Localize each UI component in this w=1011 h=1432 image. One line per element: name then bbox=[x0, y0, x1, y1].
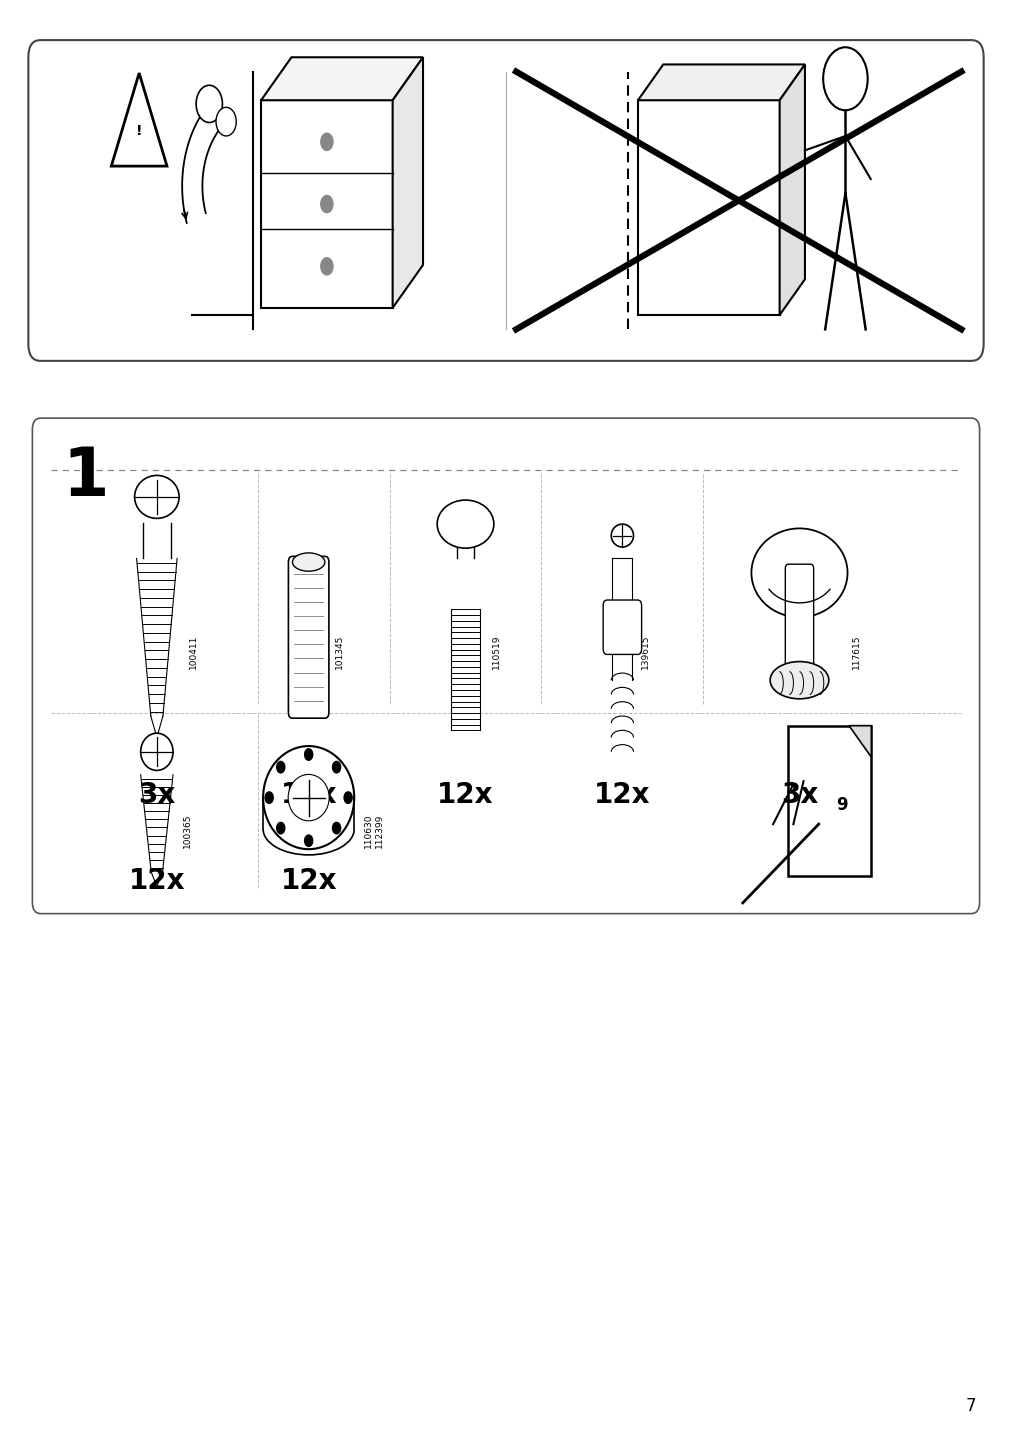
Circle shape bbox=[320, 258, 333, 275]
Bar bbox=[788, 726, 870, 876]
Circle shape bbox=[333, 822, 341, 833]
FancyBboxPatch shape bbox=[785, 564, 813, 673]
Circle shape bbox=[822, 47, 866, 110]
Circle shape bbox=[265, 792, 273, 803]
Polygon shape bbox=[261, 100, 392, 308]
Ellipse shape bbox=[437, 500, 493, 548]
Text: 3x: 3x bbox=[780, 780, 817, 809]
Circle shape bbox=[276, 762, 284, 773]
Text: 110630
112399: 110630 112399 bbox=[364, 813, 383, 848]
Ellipse shape bbox=[288, 775, 329, 821]
Ellipse shape bbox=[141, 733, 173, 770]
Polygon shape bbox=[261, 57, 423, 100]
Circle shape bbox=[276, 822, 284, 833]
Text: 100365: 100365 bbox=[183, 813, 192, 848]
Ellipse shape bbox=[292, 553, 325, 571]
Text: 139615: 139615 bbox=[640, 634, 649, 669]
Polygon shape bbox=[111, 73, 167, 166]
Text: 12x: 12x bbox=[280, 780, 337, 809]
Text: 1: 1 bbox=[63, 444, 109, 510]
Text: 3x: 3x bbox=[139, 780, 175, 809]
Ellipse shape bbox=[263, 746, 354, 849]
Ellipse shape bbox=[769, 662, 828, 699]
Text: 110519: 110519 bbox=[491, 634, 500, 669]
Circle shape bbox=[320, 133, 333, 150]
Circle shape bbox=[304, 749, 312, 760]
Polygon shape bbox=[848, 726, 870, 758]
FancyBboxPatch shape bbox=[32, 418, 979, 914]
Ellipse shape bbox=[611, 524, 633, 547]
Text: 100411: 100411 bbox=[189, 634, 198, 669]
Polygon shape bbox=[778, 64, 804, 315]
Text: !: ! bbox=[135, 123, 143, 137]
Text: 101345: 101345 bbox=[335, 634, 344, 669]
FancyBboxPatch shape bbox=[28, 40, 983, 361]
Text: 7: 7 bbox=[966, 1396, 976, 1415]
Ellipse shape bbox=[134, 475, 179, 518]
Ellipse shape bbox=[750, 528, 847, 617]
FancyBboxPatch shape bbox=[603, 600, 641, 654]
Circle shape bbox=[320, 196, 333, 213]
Circle shape bbox=[196, 86, 222, 123]
Text: 12x: 12x bbox=[593, 780, 650, 809]
Text: 12x: 12x bbox=[280, 866, 337, 895]
Bar bbox=[143, 516, 171, 566]
Polygon shape bbox=[637, 64, 804, 100]
Text: 9: 9 bbox=[835, 796, 847, 815]
Circle shape bbox=[304, 835, 312, 846]
Text: 12x: 12x bbox=[437, 780, 493, 809]
Text: 117615: 117615 bbox=[851, 634, 860, 669]
FancyBboxPatch shape bbox=[288, 557, 329, 719]
Polygon shape bbox=[637, 100, 778, 315]
Circle shape bbox=[344, 792, 352, 803]
Polygon shape bbox=[392, 57, 423, 308]
Text: 12x: 12x bbox=[128, 866, 185, 895]
Circle shape bbox=[333, 762, 341, 773]
Circle shape bbox=[215, 107, 236, 136]
